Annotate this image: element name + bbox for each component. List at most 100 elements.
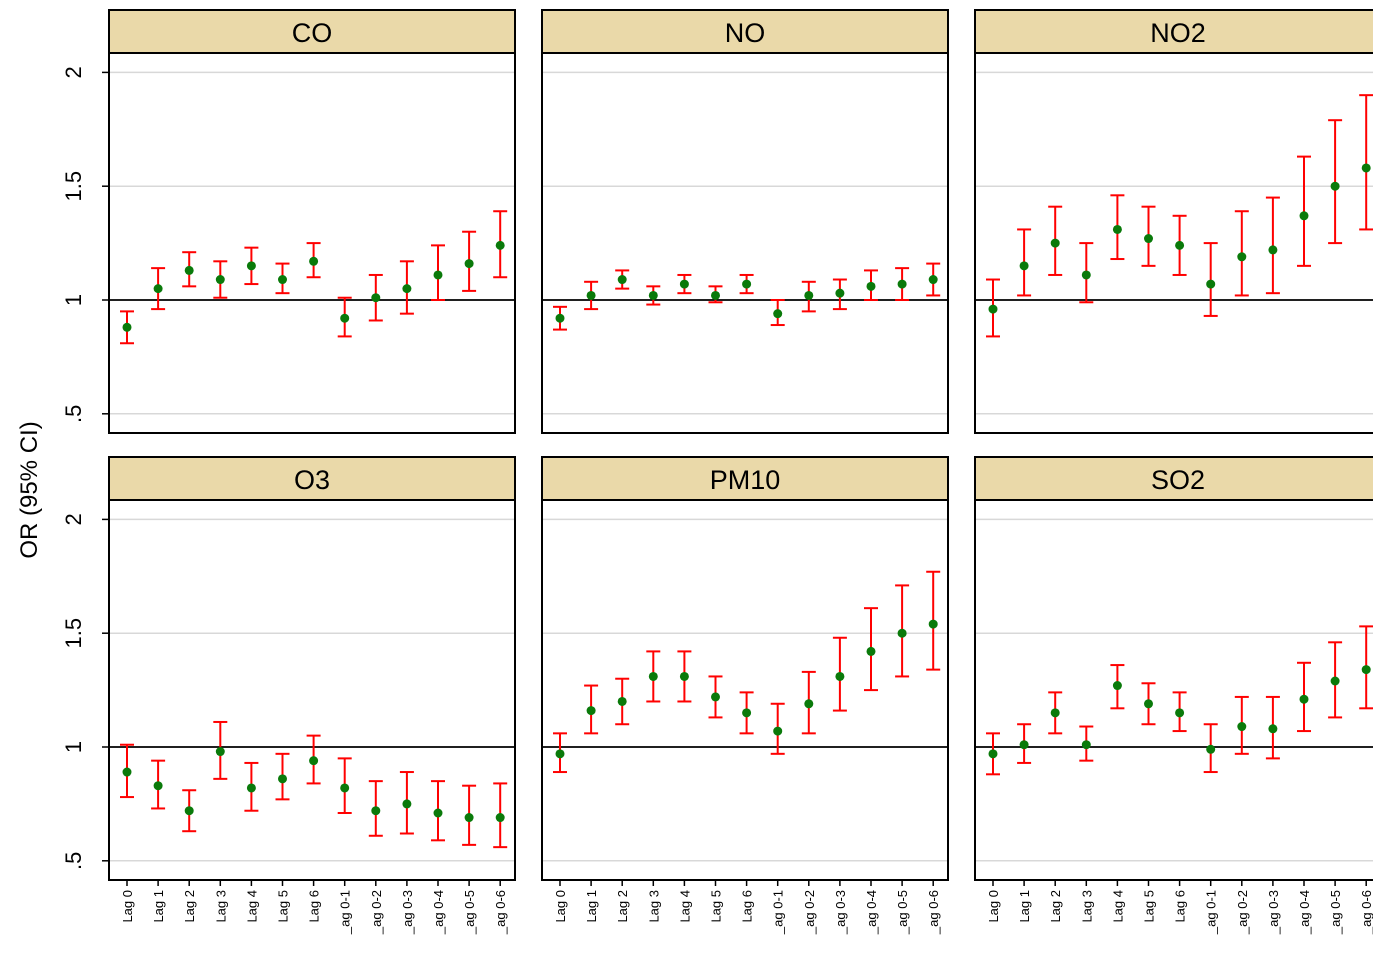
- or-point: [1081, 270, 1091, 280]
- panel-o3: O3 Lag 0 Lag 1 Lag 2 Lag 3 Lag 4 Lag 5 Lag 6 _ag…: [61, 456, 516, 935]
- x-tick-label: Lag 3: [213, 890, 228, 923]
- plot-frame: [541, 499, 949, 881]
- x-tick-label: _ag 0-3: [833, 890, 848, 935]
- or-point: [648, 671, 658, 681]
- or-point: [1206, 279, 1216, 289]
- x-tick-label: Lag 6: [307, 890, 322, 923]
- or-point: [1361, 163, 1371, 173]
- or-point: [1299, 694, 1309, 704]
- y-tick-label: 2: [61, 513, 86, 525]
- x-tick-label: Lag 1: [151, 890, 166, 923]
- x-tick-label: _ag 0-6: [493, 890, 508, 935]
- y-tick-label: 1.5: [61, 618, 86, 649]
- x-tick-label: Lag 3: [1079, 890, 1094, 923]
- x-tick-label: Lag 1: [584, 890, 599, 923]
- or-point: [371, 293, 381, 303]
- panel-title: O3: [294, 465, 330, 495]
- panel-title: NO: [725, 18, 766, 48]
- or-point: [1050, 708, 1060, 718]
- y-tick-label: 2: [61, 66, 86, 78]
- x-tick-label: _ag 0-3: [400, 890, 415, 935]
- x-tick-label: Lag 6: [1173, 890, 1188, 923]
- or-point: [433, 270, 443, 280]
- or-point: [866, 646, 876, 656]
- or-point: [1361, 665, 1371, 675]
- y-tick-label: 1.5: [61, 171, 86, 202]
- or-point: [586, 706, 596, 716]
- x-tick-label: _ag 0-1: [1204, 890, 1219, 935]
- or-point: [464, 813, 474, 823]
- x-tick-label: _ag 0-4: [431, 890, 446, 935]
- or-point: [1237, 252, 1247, 262]
- or-point: [988, 749, 998, 759]
- x-tick-label: _ag 0-5: [1328, 890, 1343, 935]
- x-tick-label: Lag 0: [986, 890, 1001, 923]
- or-point: [648, 290, 658, 300]
- x-tick-label: _ag 0-5: [462, 890, 477, 935]
- panel-no2: NO2: [974, 9, 1373, 434]
- or-point: [773, 726, 783, 736]
- x-tick-label: Lag 4: [1110, 890, 1125, 923]
- panel-title: PM10: [710, 465, 781, 495]
- or-point: [928, 619, 938, 629]
- panel-no: NO: [541, 9, 949, 434]
- or-point: [1206, 744, 1216, 754]
- x-tick-label: _ag 0-5: [895, 890, 910, 935]
- or-point: [1330, 181, 1340, 191]
- panel-strip: [108, 9, 516, 54]
- or-point: [402, 799, 412, 809]
- panel-strip: [108, 456, 516, 501]
- x-tick-label: Lag 0: [120, 890, 135, 923]
- x-tick-label: _ag 0-1: [771, 890, 786, 935]
- or-point: [679, 671, 689, 681]
- panel-strip: [974, 456, 1373, 501]
- or-point: [309, 256, 319, 266]
- plot-frame: [541, 52, 949, 434]
- or-point: [464, 259, 474, 269]
- or-point: [1112, 681, 1122, 691]
- y-tick-label: 1: [61, 294, 86, 306]
- or-point: [122, 322, 132, 332]
- x-tick-label: _ag 0-4: [864, 890, 879, 935]
- plot-frame: [974, 52, 1373, 434]
- or-point: [617, 696, 627, 706]
- or-point: [495, 240, 505, 250]
- or-point: [1175, 708, 1185, 718]
- or-point: [1299, 211, 1309, 221]
- or-point: [1237, 722, 1247, 732]
- panel-strip: [974, 9, 1373, 54]
- or-point: [184, 806, 194, 816]
- panel-pm10: PM10 Lag 0 Lag 1 Lag 2 Lag 3 Lag 4 Lag 5 Lag 6 _…: [541, 456, 949, 935]
- or-point: [1175, 240, 1185, 250]
- or-point: [402, 284, 412, 294]
- or-point: [153, 284, 163, 294]
- or-point: [1019, 261, 1029, 271]
- or-point: [804, 699, 814, 709]
- or-point: [278, 774, 287, 784]
- x-tick-label: Lag 1: [1017, 890, 1032, 923]
- or-point: [309, 756, 319, 766]
- or-point: [1112, 224, 1122, 234]
- or-point: [371, 806, 381, 816]
- panel-co: CO .5 1 1.5 2: [61, 9, 516, 434]
- panel-so2: SO2 Lag 0 Lag 1 Lag 2 Lag 3 Lag 4 Lag 5 Lag 6 _a…: [974, 456, 1373, 935]
- or-point: [773, 309, 783, 319]
- panel-title: CO: [292, 18, 333, 48]
- or-point: [215, 747, 225, 757]
- x-tick-label: Lag 4: [244, 890, 259, 923]
- x-tick-label: Lag 4: [677, 890, 692, 923]
- panel-title: SO2: [1151, 465, 1205, 495]
- or-point: [215, 275, 225, 285]
- or-point: [1050, 238, 1060, 248]
- or-point: [184, 265, 194, 275]
- or-point: [246, 261, 256, 271]
- or-point: [555, 749, 565, 759]
- or-point: [835, 288, 845, 298]
- or-point: [742, 279, 752, 289]
- or-point: [1330, 676, 1340, 686]
- or-point: [804, 290, 814, 300]
- or-point: [340, 313, 350, 323]
- or-point: [122, 767, 132, 777]
- or-point: [433, 808, 443, 818]
